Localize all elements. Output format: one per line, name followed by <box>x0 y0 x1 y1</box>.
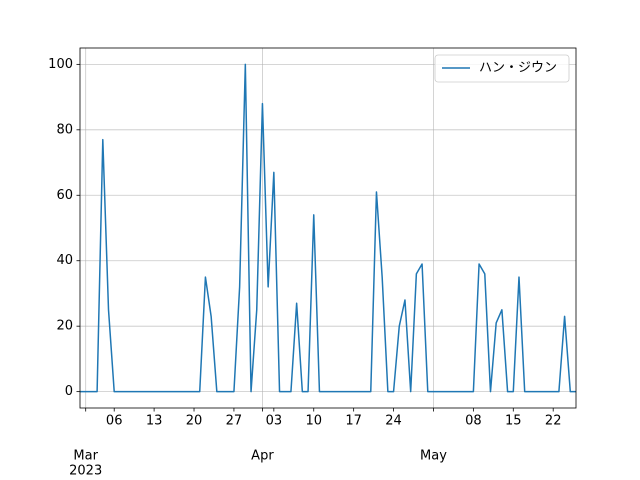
x-month-label: Apr <box>251 449 274 464</box>
legend-box <box>434 54 570 83</box>
x-tick-label: 17 <box>345 414 362 429</box>
y-tick-label: 0 <box>65 384 73 399</box>
legend-label: ハン・ジウン <box>479 61 557 76</box>
x-tick-label: 22 <box>545 414 562 429</box>
x-month-label: Mar <box>73 449 98 464</box>
y-tick-label: 100 <box>48 57 73 72</box>
x-tick-label: 03 <box>266 414 283 429</box>
x-year-label: 2023 <box>69 464 102 479</box>
x-tick-label: 08 <box>465 414 482 429</box>
y-tick-label: 60 <box>56 188 73 203</box>
y-tick-label: 80 <box>56 122 73 137</box>
x-month-label: May <box>420 449 447 464</box>
y-tick-label: 40 <box>56 253 73 268</box>
axes-frame <box>79 47 577 409</box>
x-tick-label: 24 <box>385 414 402 429</box>
x-tick-label: 06 <box>106 414 123 429</box>
data-line <box>80 63 576 393</box>
y-tick-label: 20 <box>56 319 73 334</box>
x-tick-label: 27 <box>226 414 243 429</box>
x-tick-label: 10 <box>305 414 322 429</box>
x-tick-label: 20 <box>186 414 203 429</box>
x-tick-label: 15 <box>505 414 522 429</box>
x-tick-label: 13 <box>146 414 163 429</box>
